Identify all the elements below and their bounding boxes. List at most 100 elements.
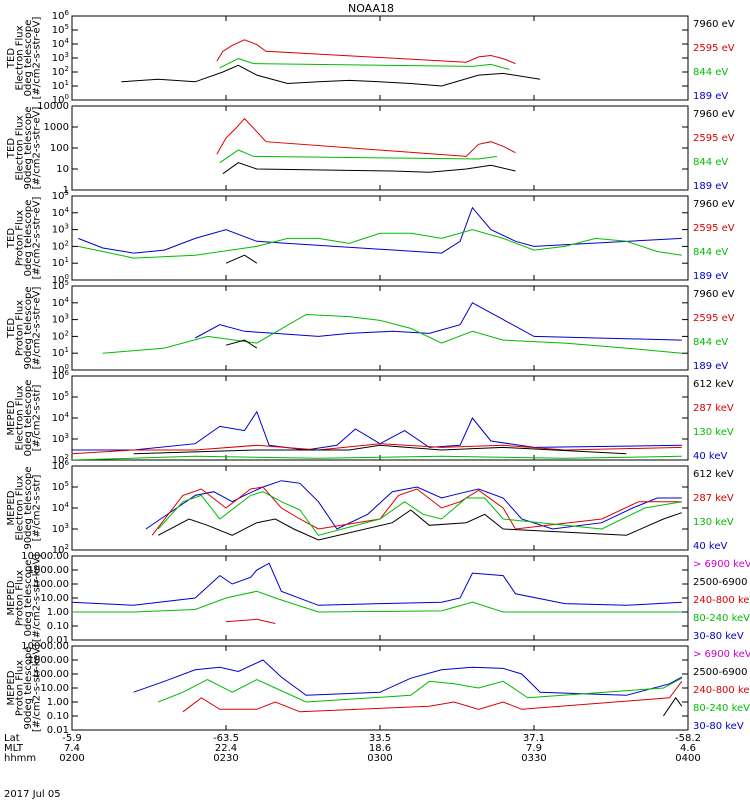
series-line <box>133 659 683 696</box>
y-tick-label: 102 <box>52 329 69 342</box>
y-tick-label: 1.00 <box>47 697 69 708</box>
legend-entry: 844 eV <box>693 67 728 78</box>
legend-entry: 240-800 keV <box>693 685 750 696</box>
legend-entry: 80-240 keV <box>693 703 750 714</box>
y-axis-label-line: Proton Flux <box>15 300 26 356</box>
series-group <box>145 480 682 541</box>
y-tick-label: 10000.00 <box>21 641 69 652</box>
y-axis-label-line: 0deg telescope <box>23 200 34 277</box>
y-tick-label: 103 <box>52 223 69 236</box>
y-axis-label-line: [#/cm2-s-str] <box>32 474 43 541</box>
y-axis-label-line: [#/cm2-s-str-eV] <box>32 107 43 190</box>
y-tick-label: 10.00 <box>40 593 69 604</box>
y-tick-label: 102 <box>52 239 69 252</box>
y-tick-label: 104 <box>52 501 70 514</box>
legend-entry: 189 eV <box>693 271 728 282</box>
footer-value: 0300 <box>367 753 392 764</box>
legend-entry: 612 keV <box>693 469 734 480</box>
y-tick-label: 104 <box>52 37 70 50</box>
y-tick-label: 101 <box>52 346 69 359</box>
y-tick-label: 104 <box>52 411 70 424</box>
y-tick-label: 103 <box>52 313 69 326</box>
legend-entry: 612 keV <box>693 379 734 390</box>
y-axis-label-line: [#/cm2-s-str-keV] <box>32 554 43 642</box>
legend-entry: 189 eV <box>693 361 728 372</box>
y-axis-label-line: MEPED <box>6 490 17 525</box>
y-axis-label-line: MEPED <box>6 580 17 615</box>
y-tick-label: 105 <box>52 279 69 292</box>
y-tick-label: 10000.00 <box>21 551 69 562</box>
legend-entry: 30-80 keV <box>693 721 744 732</box>
panel-frame <box>71 465 689 551</box>
legend-entry: 287 keV <box>693 403 734 414</box>
chart-title: NOAA18 <box>348 2 394 15</box>
y-axis-label-line: MEPED <box>6 400 17 435</box>
footer-value: 7.4 <box>64 743 80 754</box>
series-line <box>72 590 682 613</box>
footer-value: -58.2 <box>675 733 701 744</box>
y-tick-label: 106 <box>52 459 70 472</box>
y-tick-label: 1000.00 <box>28 565 69 576</box>
y-axis-label-line: Electron Flux <box>15 115 26 180</box>
footer-value: 22.4 <box>215 743 237 754</box>
y-tick-label: 105 <box>52 390 69 403</box>
legend-entry: 844 eV <box>693 337 728 348</box>
panel-frame <box>71 285 689 371</box>
legend-entry: 7960 eV <box>693 289 735 300</box>
y-axis-label-line: TED <box>6 48 17 69</box>
series-line <box>219 149 498 164</box>
series-line <box>72 410 682 451</box>
y-axis-label-line: 90deg telescope <box>23 466 34 549</box>
y-axis-label-line: [#/cm2-s-str-eV] <box>32 17 43 100</box>
y-tick-label: 105 <box>52 480 69 493</box>
series-line <box>102 313 682 354</box>
y-tick-label: 105 <box>52 189 69 202</box>
series-line <box>194 302 682 341</box>
legend-entry: 2500-6900 <box>693 667 748 678</box>
y-tick-label: 0.10 <box>47 621 69 632</box>
series-line <box>151 486 682 536</box>
y-axis-label-line: Proton Flux <box>15 210 26 266</box>
series-line <box>158 677 683 703</box>
series-line <box>72 443 682 455</box>
footer-value: 0400 <box>675 753 700 764</box>
legend-entry: 189 eV <box>693 181 728 192</box>
series-line <box>225 254 258 264</box>
y-axis-label-line: 90deg telescope <box>23 106 34 189</box>
y-axis-label-line: Proton Flux <box>15 570 26 626</box>
footer-value: 18.6 <box>369 743 391 754</box>
footer-value: -5.9 <box>62 733 82 744</box>
series-group <box>72 410 682 460</box>
series-line <box>219 58 510 70</box>
y-axis-label-line: Electron Flux <box>15 475 26 540</box>
legend-entry: 130 keV <box>693 427 734 438</box>
legend-entry: 7960 eV <box>693 19 735 30</box>
footer-value: 0230 <box>213 753 238 764</box>
y-tick-label: 103 <box>52 51 69 64</box>
legend-entry: 7960 eV <box>693 109 735 120</box>
y-tick-label: 1 <box>63 185 69 196</box>
footer-value: 0200 <box>59 753 84 764</box>
series-group <box>133 659 683 717</box>
series-line <box>72 455 682 460</box>
series-line <box>121 64 541 87</box>
legend-entry: 40 keV <box>693 541 727 552</box>
panel-frame <box>71 645 689 731</box>
series-line <box>78 206 682 254</box>
footer-value: 7.9 <box>526 743 542 754</box>
y-tick-label: 1.00 <box>47 607 69 618</box>
series-line <box>72 562 682 606</box>
legend-entry: 40 keV <box>693 451 727 462</box>
footer-value: -63.5 <box>213 733 239 744</box>
y-axis-label-line: 0deg telescope <box>23 20 34 97</box>
legend-entry: 189 eV <box>693 91 728 102</box>
footer-row-label: Lat <box>4 733 20 744</box>
series-line <box>225 618 276 624</box>
y-axis-label-line: Electron Flux <box>15 25 26 90</box>
y-tick-label: 100 <box>50 143 69 154</box>
